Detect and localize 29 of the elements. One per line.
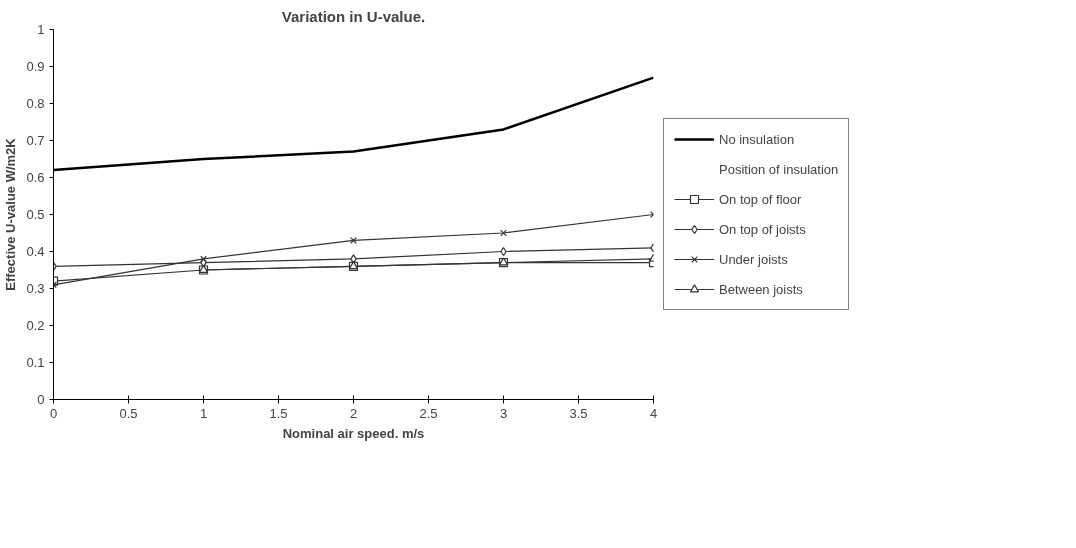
- y-tick-label: 0: [37, 392, 45, 407]
- y-axis-title: Effective U-value W/m2K: [3, 137, 19, 291]
- y-tick-label: 0.3: [26, 281, 45, 296]
- x-tick-label: 1: [199, 405, 208, 421]
- legend-label: Under joists: [719, 251, 788, 267]
- legend-label: No insulation: [719, 131, 795, 147]
- legend-label: On top of joists: [719, 221, 806, 237]
- x-tick-label: 0.5: [119, 405, 138, 421]
- y-tick-label: 1: [37, 22, 45, 37]
- x-axis-title: Nominal air speed. m/s: [282, 425, 425, 441]
- legend-label: Between joists: [719, 281, 803, 297]
- y-tick-label: 0.6: [26, 170, 45, 185]
- x-tick-label: 2.5: [419, 405, 438, 421]
- x-tick-label: 2: [349, 405, 358, 421]
- legend-label: On top of floor: [719, 191, 802, 207]
- y-tick-label: 0.8: [26, 96, 45, 111]
- y-tick-label: 0.5: [26, 207, 45, 222]
- x-tick-label: 4: [649, 405, 658, 421]
- x-tick-label: 3.5: [569, 405, 588, 421]
- x-tick-label: 1.5: [269, 405, 288, 421]
- y-tick-label: 0.7: [26, 133, 45, 148]
- y-tick-label: 0.9: [26, 59, 45, 74]
- y-tick-label: 0.4: [26, 244, 45, 259]
- legend-title: Position of insulation: [719, 161, 839, 177]
- chart-title: Variation in U-value.: [281, 7, 426, 25]
- y-tick-label: 0.1: [26, 355, 45, 370]
- x-tick-label: 0: [49, 405, 58, 421]
- y-tick-label: 0.2: [26, 318, 45, 333]
- x-tick-label: 3: [499, 405, 508, 421]
